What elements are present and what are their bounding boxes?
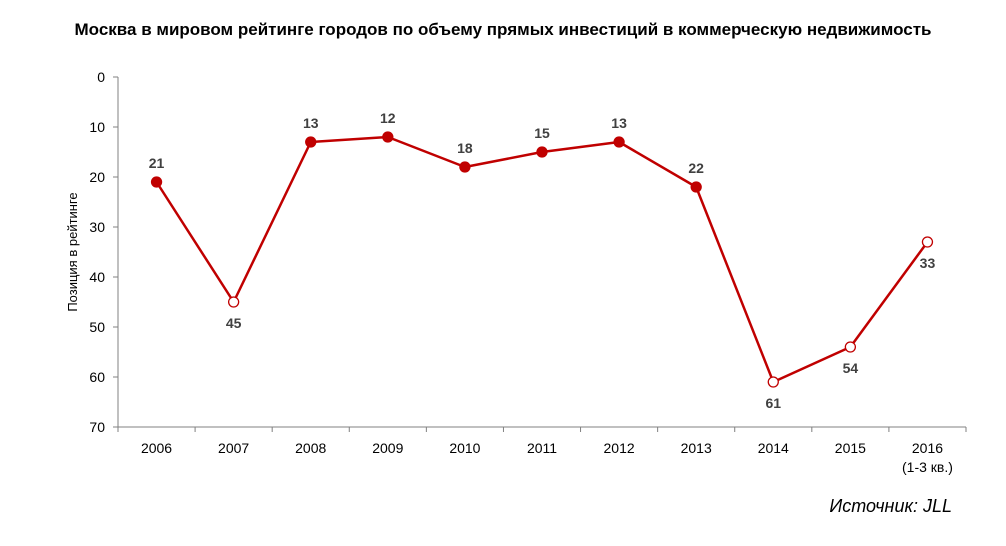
y-tick-label: 20 xyxy=(89,169,105,185)
y-tick-label: 30 xyxy=(89,219,105,235)
data-label: 54 xyxy=(843,360,859,376)
x-tick-label: 2014 xyxy=(758,440,789,456)
x-tick-label: 2013 xyxy=(681,440,712,456)
data-point xyxy=(921,236,934,248)
data-point xyxy=(227,296,240,308)
data-point xyxy=(305,136,317,148)
y-axis-label: Позиция в рейтинге xyxy=(65,192,80,311)
data-label: 12 xyxy=(380,110,396,126)
data-point xyxy=(459,161,471,173)
data-point xyxy=(767,376,779,388)
y-tick-label: 0 xyxy=(97,69,105,85)
x-tick-label: 2009 xyxy=(372,440,403,456)
series-layer: 21 45 13 12 18 15 13 22 61 54 33 xyxy=(149,110,936,411)
data-label: 21 xyxy=(149,155,165,171)
data-point xyxy=(844,341,857,353)
data-label: 18 xyxy=(457,140,473,156)
source-note: Источник: JLL xyxy=(829,496,952,516)
y-tick-label: 50 xyxy=(89,319,105,335)
axes: 0 10 20 30 40 50 60 70 2006 2007 2008 2009 2010 2011 2… xyxy=(89,69,967,475)
x-tick-label: 2012 xyxy=(604,440,635,456)
data-point xyxy=(382,131,394,143)
x-tick-label: 2006 xyxy=(141,440,172,456)
data-label: 13 xyxy=(303,115,319,131)
series-line xyxy=(155,135,929,384)
x-tick-label: 2007 xyxy=(218,440,249,456)
x-tick-label: 2010 xyxy=(449,440,480,456)
y-tick-label: 10 xyxy=(89,119,105,135)
data-point xyxy=(690,181,702,193)
y-tick-label: 40 xyxy=(89,269,105,285)
data-label: 15 xyxy=(534,125,550,141)
x-tick-label: 2008 xyxy=(295,440,326,456)
data-point xyxy=(536,146,548,158)
data-label: 33 xyxy=(920,255,936,271)
chart-title: Москва в мировом рейтинге городов по объ… xyxy=(74,20,932,39)
data-label: 45 xyxy=(226,315,242,331)
data-label: 22 xyxy=(688,160,704,176)
data-point xyxy=(150,176,163,188)
data-label: 13 xyxy=(611,115,627,131)
y-tick-label: 60 xyxy=(89,369,105,385)
data-point xyxy=(613,136,625,148)
data-label: 61 xyxy=(765,395,781,411)
x-tick-label: 2016 xyxy=(912,440,943,456)
x-tick-sublabel: (1-3 кв.) xyxy=(902,459,953,475)
x-tick-label: 2015 xyxy=(835,440,866,456)
x-tick-label: 2011 xyxy=(527,440,557,456)
y-tick-label: 70 xyxy=(89,419,105,435)
